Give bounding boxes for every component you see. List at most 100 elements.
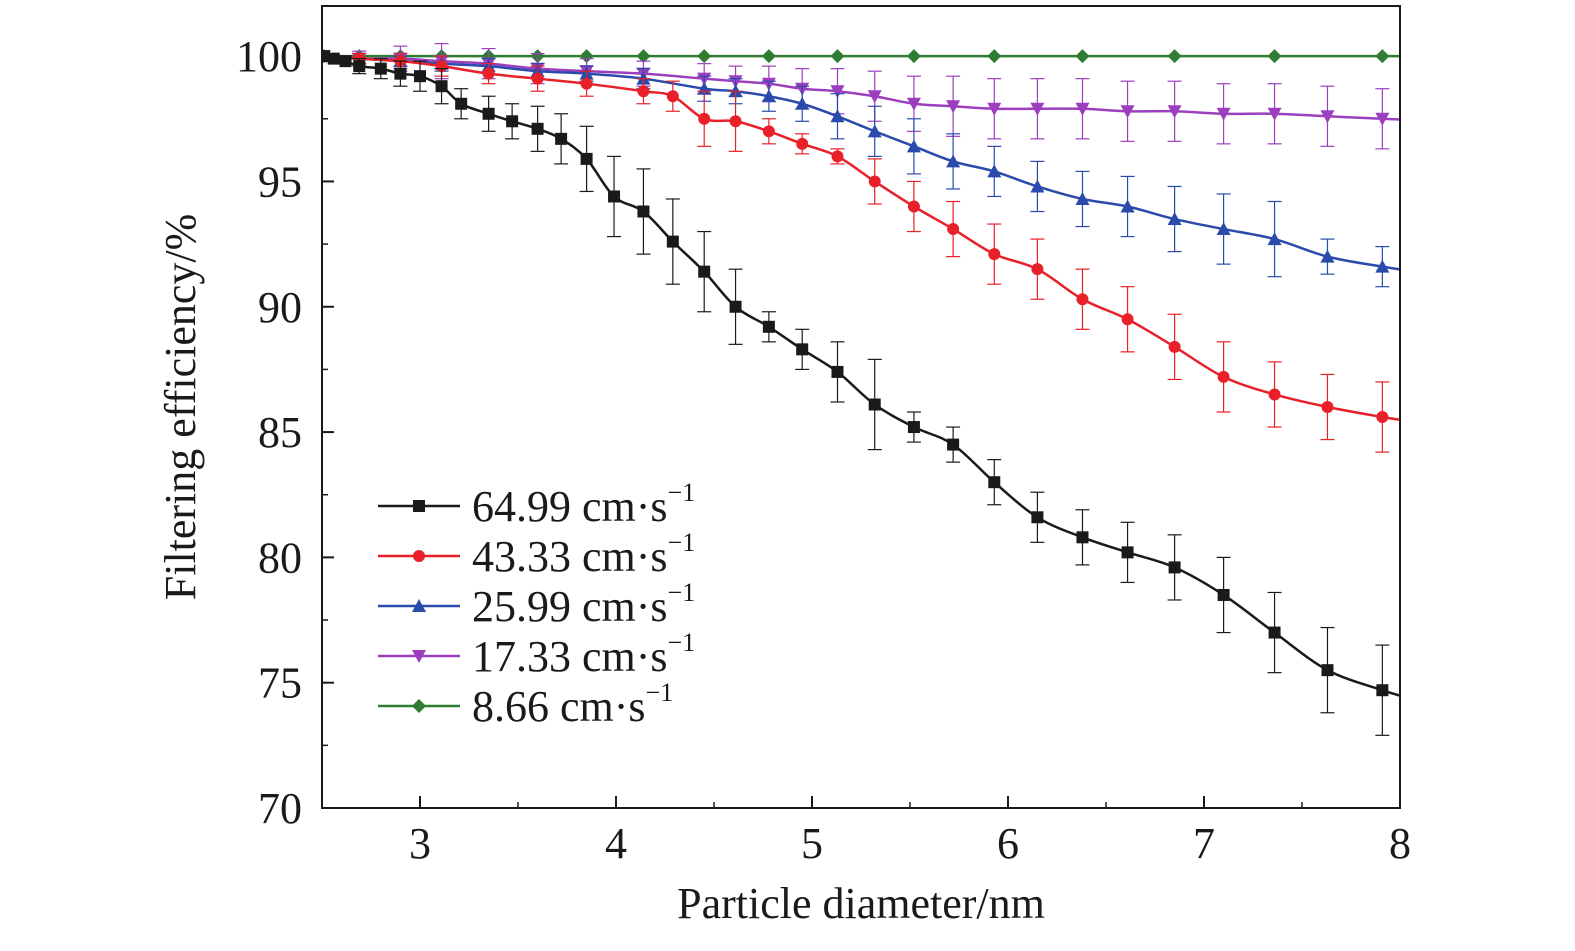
data-point: [555, 132, 568, 145]
data-point: [868, 398, 881, 411]
legend-label-text: 25.99 cm·s: [472, 582, 668, 631]
legend-label-text: 17.33 cm·s: [472, 632, 668, 681]
legend-label-superscript: −1: [668, 628, 696, 657]
data-point: [1321, 401, 1334, 413]
data-point: [946, 100, 961, 114]
data-point: [867, 90, 882, 104]
x-tick-label: 6: [997, 819, 1019, 868]
data-point: [580, 77, 593, 90]
data-point: [795, 96, 810, 110]
data-point: [1076, 531, 1089, 544]
data-point: [1121, 546, 1134, 559]
data-point: [761, 89, 776, 103]
legend-label-superscript: −1: [668, 478, 696, 507]
y-tick-label: 75: [258, 659, 302, 708]
legend-label: 25.99 cm·s−1: [472, 578, 695, 631]
data-point: [1216, 107, 1231, 121]
data-point: [1267, 107, 1282, 121]
y-tick-label: 70: [258, 784, 302, 833]
x-tick-label: 8: [1389, 819, 1411, 868]
data-point: [830, 85, 845, 99]
data-point: [1217, 588, 1230, 601]
series-line: [323, 54, 1400, 271]
data-point: [1120, 199, 1135, 213]
y-axis: 70 75 80 85 90 95 100: [236, 32, 334, 833]
legend-item: 43.33 cm·s−1: [378, 528, 695, 581]
data-point: [1031, 263, 1044, 276]
data-point: [831, 365, 844, 378]
data-point: [1267, 232, 1282, 246]
y-tick-label: 100: [236, 32, 302, 81]
data-point: [729, 115, 742, 128]
legend-marker: [412, 599, 426, 612]
data-point: [1216, 222, 1231, 236]
data-point: [1075, 102, 1090, 116]
data-point: [868, 175, 881, 188]
data-point: [1030, 102, 1045, 116]
legend-item: 8.66 cm·s−1: [378, 678, 673, 731]
y-axis-title: Filtering efficiency/%: [156, 214, 205, 601]
data-point: [988, 476, 1001, 489]
data-point: [1075, 49, 1090, 64]
data-point: [796, 137, 809, 150]
data-point: [830, 109, 845, 123]
data-point: [1167, 49, 1182, 64]
data-point: [1030, 179, 1045, 193]
data-point: [666, 90, 679, 103]
data-point: [531, 122, 544, 135]
x-tick-label: 3: [409, 819, 431, 868]
legend-label-text: 8.66 cm·s: [472, 682, 646, 731]
data-point: [1376, 411, 1389, 424]
data-point: [637, 85, 650, 98]
y-tick-label: 95: [258, 157, 302, 206]
data-point: [482, 107, 495, 120]
legend-label: 64.99 cm·s−1: [472, 478, 695, 531]
data-point: [697, 49, 712, 64]
data-point: [1167, 212, 1182, 226]
data-point: [988, 248, 1001, 261]
legend: 64.99 cm·s−143.33 cm·s−125.99 cm·s−117.3…: [378, 478, 695, 731]
data-point: [1075, 191, 1090, 205]
data-point: [636, 49, 651, 64]
legend-marker: [413, 550, 425, 562]
data-point: [906, 97, 921, 111]
data-point: [339, 55, 352, 68]
plot-frame: [321, 5, 1401, 809]
data-point: [327, 52, 340, 65]
data-point: [1168, 340, 1181, 353]
data-point: [1168, 561, 1181, 574]
data-point: [455, 97, 468, 110]
legend-label: 17.33 cm·s−1: [472, 628, 695, 681]
data-point: [987, 49, 1002, 64]
data-point: [1076, 293, 1089, 306]
legend-label: 8.66 cm·s−1: [472, 678, 673, 731]
x-axis-title: Particle diameter/nm: [677, 879, 1045, 928]
legend-label-text: 64.99 cm·s: [472, 482, 668, 531]
data-point: [987, 164, 1002, 178]
data-point: [531, 72, 544, 85]
legend-label-superscript: −1: [668, 528, 696, 557]
data-point: [987, 102, 1002, 116]
data-point: [1375, 112, 1390, 126]
data-point: [1167, 105, 1182, 119]
data-point: [374, 62, 387, 75]
data-point: [1267, 49, 1282, 64]
data-point: [394, 67, 407, 80]
legend-label-superscript: −1: [646, 678, 674, 707]
data-point: [867, 124, 882, 138]
data-point: [1121, 313, 1134, 326]
data-point: [1376, 684, 1389, 697]
data-point: [1320, 110, 1335, 124]
data-point: [482, 67, 495, 80]
legend-marker: [413, 500, 425, 512]
data-point: [666, 235, 679, 248]
data-point: [947, 223, 960, 236]
legend-label: 43.33 cm·s−1: [472, 528, 695, 581]
series-1: [322, 50, 1400, 736]
data-point: [761, 49, 776, 64]
legend-marker: [412, 699, 426, 713]
legend-label-text: 43.33 cm·s: [472, 532, 668, 581]
data-point: [906, 139, 921, 153]
data-point: [637, 205, 650, 218]
